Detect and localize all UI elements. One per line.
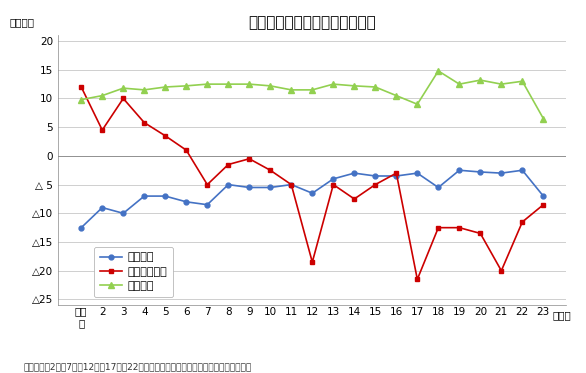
生産年齢人口: [204, 182, 211, 187]
年少人口: [393, 174, 400, 178]
老年人口: [498, 82, 505, 87]
老年人口: [414, 102, 421, 106]
年少人口: [162, 194, 169, 198]
年少人口: [456, 168, 463, 172]
年少人口: [414, 171, 421, 175]
年少人口: [351, 171, 358, 175]
年少人口: [78, 225, 85, 230]
年少人口: [498, 171, 505, 175]
Text: （千人）: （千人）: [10, 17, 35, 27]
年少人口: [204, 203, 211, 207]
生産年齢人口: [372, 182, 379, 187]
生産年齢人口: [141, 120, 148, 125]
老年人口: [288, 88, 295, 92]
Line: 老年人口: 老年人口: [78, 68, 547, 122]
年少人口: [288, 182, 295, 187]
年少人口: [141, 194, 148, 198]
年少人口: [540, 194, 547, 198]
年少人口: [225, 182, 232, 187]
生産年齢人口: [309, 260, 316, 264]
生産年齢人口: [330, 182, 337, 187]
老年人口: [519, 79, 526, 84]
生産年齢人口: [477, 231, 484, 236]
老年人口: [120, 86, 127, 90]
老年人口: [540, 116, 547, 121]
年少人口: [435, 185, 442, 190]
老年人口: [246, 82, 253, 87]
Text: 注）　平成2年、7年、12年、17年、22年は国勢調査確定人口と推計人口の差を含む．: 注） 平成2年、7年、12年、17年、22年は国勢調査確定人口と推計人口の差を含…: [23, 362, 252, 371]
生産年齢人口: [120, 96, 127, 101]
生産年齢人口: [351, 197, 358, 201]
生産年齢人口: [393, 171, 400, 175]
年少人口: [519, 168, 526, 172]
生産年齢人口: [456, 225, 463, 230]
老年人口: [477, 78, 484, 82]
年少人口: [330, 177, 337, 181]
老年人口: [98, 93, 105, 98]
Legend: 年少人口, 生産年齢人口, 老年人口: 年少人口, 生産年齢人口, 老年人口: [94, 247, 173, 297]
年少人口: [183, 200, 190, 204]
老年人口: [330, 82, 337, 87]
生産年齢人口: [162, 134, 169, 138]
老年人口: [351, 84, 358, 88]
Line: 生産年齢人口: 生産年齢人口: [79, 85, 546, 282]
Line: 年少人口: 年少人口: [79, 168, 546, 230]
生産年齢人口: [498, 269, 505, 273]
生産年齢人口: [414, 277, 421, 282]
老年人口: [435, 69, 442, 73]
Title: 年齢３区分別人口増減数の推移: 年齢３区分別人口増減数の推移: [248, 15, 376, 30]
生産年齢人口: [246, 157, 253, 161]
年少人口: [309, 191, 316, 195]
Text: （年）: （年）: [553, 311, 571, 320]
生産年齢人口: [519, 220, 526, 224]
生産年齢人口: [183, 148, 190, 153]
老年人口: [456, 82, 463, 87]
老年人口: [309, 88, 316, 92]
年少人口: [267, 185, 274, 190]
生産年齢人口: [435, 225, 442, 230]
老年人口: [267, 84, 274, 88]
老年人口: [393, 93, 400, 98]
生産年齢人口: [267, 168, 274, 172]
生産年齢人口: [225, 162, 232, 167]
老年人口: [141, 88, 148, 92]
生産年齢人口: [288, 182, 295, 187]
生産年齢人口: [78, 85, 85, 89]
老年人口: [183, 84, 190, 88]
老年人口: [372, 85, 379, 89]
年少人口: [246, 185, 253, 190]
年少人口: [98, 205, 105, 210]
老年人口: [78, 97, 85, 102]
年少人口: [120, 211, 127, 216]
生産年齢人口: [540, 203, 547, 207]
年少人口: [477, 170, 484, 174]
老年人口: [225, 82, 232, 87]
生産年齢人口: [98, 128, 105, 132]
老年人口: [162, 85, 169, 89]
年少人口: [372, 174, 379, 178]
老年人口: [204, 82, 211, 87]
